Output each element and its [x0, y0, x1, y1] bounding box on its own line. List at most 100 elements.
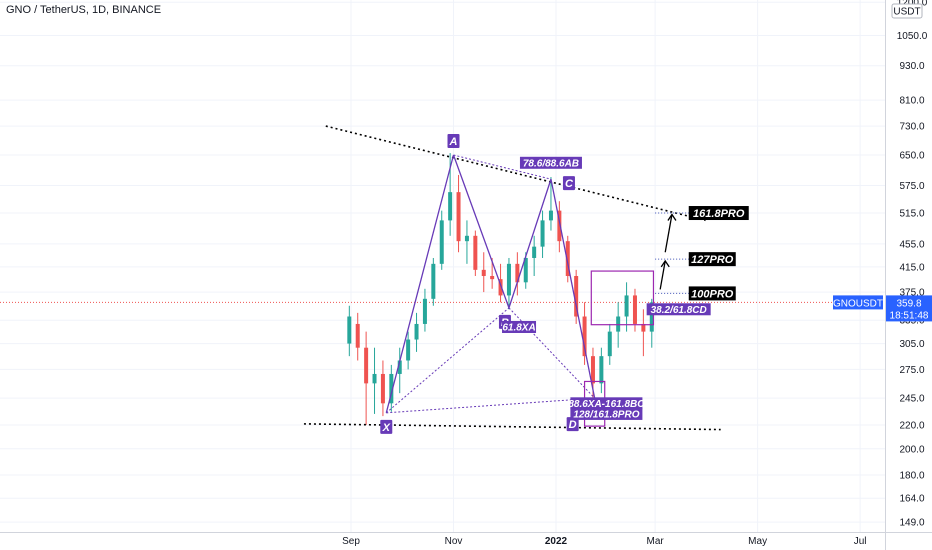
candle-body	[515, 263, 520, 283]
price-tag-countdown: 18:51:48	[890, 310, 929, 321]
pattern-connector	[385, 307, 510, 414]
y-tick-label: 149.0	[899, 518, 924, 529]
y-tick-label: 245.0	[899, 394, 924, 405]
ratio-label-badge	[519, 156, 582, 169]
candle-body	[397, 360, 402, 374]
candle-body	[607, 331, 612, 357]
candle-body	[532, 246, 537, 258]
projection-arrowhead	[667, 213, 677, 221]
candle-body	[473, 235, 478, 270]
y-tick-label: 415.0	[899, 262, 924, 273]
target-label-badge	[688, 252, 736, 267]
candlestick-series	[347, 153, 654, 425]
candle-body	[574, 276, 579, 317]
ratio-label: 38.2/61.8CD	[651, 305, 707, 316]
y-tick-label: 275.0	[899, 365, 924, 376]
y-tick-label: 575.0	[899, 181, 924, 192]
currency-badge-label: USDT	[893, 7, 920, 18]
pattern-leg	[452, 154, 510, 309]
ratio-label-badge	[502, 320, 537, 333]
y-tick-label: 180.0	[899, 471, 924, 482]
annotations: XABCD78.6/88.6AB61.8XA88.6XA-161.8BC128/…	[380, 134, 749, 434]
x-tick-label: Jul	[854, 536, 867, 547]
x-tick-label: Nov	[445, 536, 463, 547]
candle-body	[347, 316, 352, 344]
candle-body	[355, 323, 360, 348]
candle-body	[632, 295, 637, 324]
candle-body	[565, 241, 570, 277]
pattern-point-d: D	[569, 419, 577, 431]
candle-body	[641, 323, 646, 332]
pattern-point-a: A	[449, 136, 458, 148]
ratio-label: 88.6XA-161.8BC	[568, 399, 645, 410]
ratio-label: 128/161.8PRO	[573, 409, 639, 420]
candle-body	[616, 316, 621, 332]
grid	[0, 0, 885, 532]
y-tick-label: 810.0	[899, 96, 924, 107]
chart-title: GNO / TetherUS, 1D, BINANCE	[6, 4, 162, 16]
projection-arrowhead	[660, 259, 670, 268]
candle-body	[624, 295, 629, 317]
pattern-point-x-badge	[380, 419, 393, 434]
target-label: 100PRO	[691, 288, 734, 300]
pattern-connector	[453, 154, 552, 180]
candle-body	[481, 269, 486, 277]
candle-body	[464, 235, 469, 242]
pattern-connector	[386, 397, 595, 414]
candle-body	[380, 373, 385, 404]
ratio-label: 61.8XA	[502, 322, 535, 333]
candle-body	[372, 373, 377, 384]
y-tick-label: 305.0	[899, 339, 924, 350]
y-tick-label: 220.0	[899, 421, 924, 432]
pattern-leg	[508, 178, 552, 309]
candle-body	[422, 298, 427, 324]
y-tick-label: 164.0	[899, 494, 924, 505]
candle-body	[431, 263, 436, 299]
ratio-label-badge	[570, 407, 643, 420]
pattern-point-a-badge	[447, 134, 460, 148]
candle-body	[649, 302, 654, 332]
pattern-leg	[550, 179, 596, 399]
ratio-label-badge	[570, 397, 643, 410]
candle-body	[490, 276, 495, 280]
symbol-tag-label: GNOUSDT	[833, 298, 883, 309]
price-tag	[886, 295, 932, 322]
candle-body	[414, 323, 419, 340]
y-tick-label: 730.0	[899, 122, 924, 133]
y-tick-label: 375.0	[899, 288, 924, 299]
trendline	[325, 125, 706, 222]
candle-body	[364, 347, 369, 384]
x-tick-label: 2022	[545, 536, 568, 547]
ratio-label-badge	[646, 303, 711, 316]
candle-body	[506, 263, 511, 296]
candle-body	[523, 257, 528, 283]
price-tag-value: 359.8	[896, 298, 921, 309]
y-tick-label: 930.0	[899, 61, 924, 72]
y-tick-label: 1050.0	[897, 31, 928, 42]
candle-body	[557, 210, 562, 242]
candle-body	[448, 192, 453, 221]
candle-body	[582, 316, 587, 357]
pattern-point-x: X	[382, 422, 391, 434]
candle-body	[456, 192, 461, 242]
candle-body	[439, 220, 444, 264]
target-label-badge	[688, 286, 736, 301]
candle-body	[548, 210, 553, 221]
x-tick-label: Sep	[342, 536, 360, 547]
candle-body	[498, 279, 503, 296]
target-label: 127PRO	[691, 254, 734, 266]
pattern-leg	[385, 154, 455, 414]
pattern-point-c: C	[565, 178, 574, 190]
y-tick-label: 200.0	[899, 444, 924, 455]
symbol-tag	[833, 295, 883, 310]
pattern-zone-box	[590, 270, 655, 326]
projection-arrow	[659, 260, 666, 290]
target-label: 161.8PRO	[693, 208, 745, 220]
candle-body	[406, 339, 411, 361]
candle-body	[599, 356, 604, 384]
pattern-point-d-badge	[566, 417, 579, 432]
y-tick-label: 515.0	[899, 209, 924, 220]
candle-body	[540, 220, 545, 247]
